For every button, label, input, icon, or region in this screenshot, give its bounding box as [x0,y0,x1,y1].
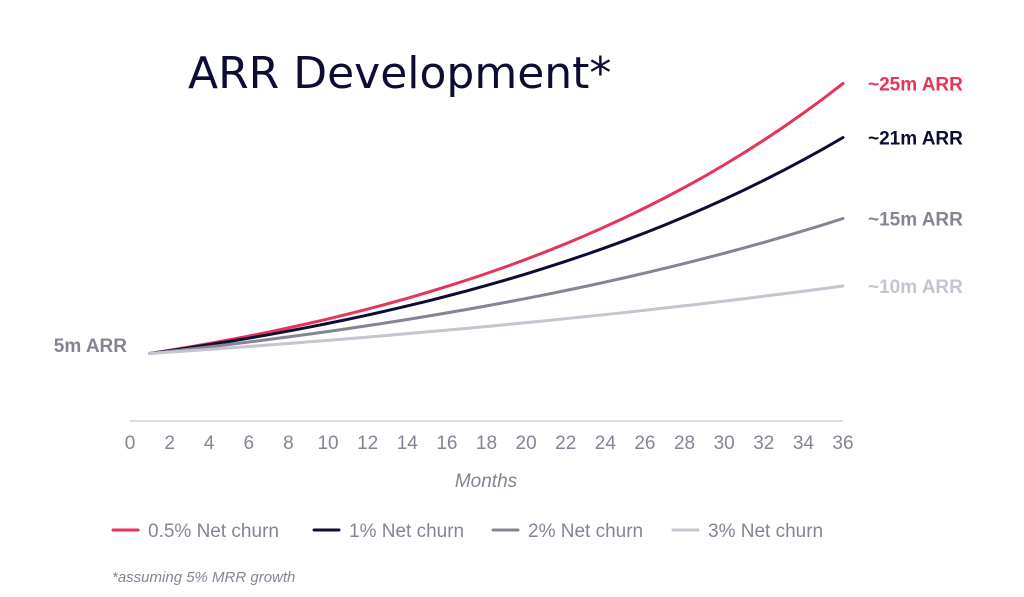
x-tick-label: 20 [516,433,537,454]
legend-label: 1% Net churn [349,521,464,542]
legend-label: 2% Net churn [528,521,643,542]
chart-title: ARR Development* [188,48,611,99]
legend: 0.5% Net churn 1% Net churn 2% Net churn 3%… [111,521,823,542]
x-tick-label: 32 [753,433,774,454]
x-tick-label: 22 [555,433,576,454]
series-line [148,284,845,355]
series-end-label: ~25m ARR [868,75,963,96]
x-tick-label: 2 [164,433,175,454]
start-label: 5m ARR [54,336,127,357]
x-tick-label: 10 [317,433,338,454]
x-tick-label: 12 [357,433,378,454]
x-tick-label: 16 [436,433,457,454]
legend-label: 0.5% Net churn [148,521,279,542]
end-labels: ~25m ARR ~21m ARR ~15m ARR ~10m ARR [868,75,963,299]
x-tick-label: 14 [397,433,419,454]
x-tick-label: 34 [793,433,815,454]
series-end-label: ~15m ARR [868,210,963,231]
x-tick-label: 6 [244,433,255,454]
x-tick-label: 36 [832,433,853,454]
x-tick-label: 28 [674,433,695,454]
series-end-label: ~10m ARR [868,277,963,298]
footnote: *assuming 5% MRR growth [112,569,295,586]
legend-label: 3% Net churn [708,521,823,542]
x-tick-label: 18 [476,433,497,454]
x-tick-label: 4 [204,433,215,454]
series-line [148,217,845,355]
series-end-label: ~21m ARR [868,129,963,150]
x-tick-label: 24 [595,433,617,454]
series-line [148,136,845,355]
series-lines [148,82,845,355]
series-line [148,82,845,355]
x-tick-label: 30 [714,433,735,454]
x-tick-label: 26 [634,433,655,454]
x-tick-label: 8 [283,433,294,454]
x-tick-labels: 0 2 4 6 8 10 12 14 16 18 20 22 24 26 28 30 32 34 36 [125,433,854,454]
x-axis-label: Months [455,471,518,492]
x-tick-label: 0 [125,433,136,454]
